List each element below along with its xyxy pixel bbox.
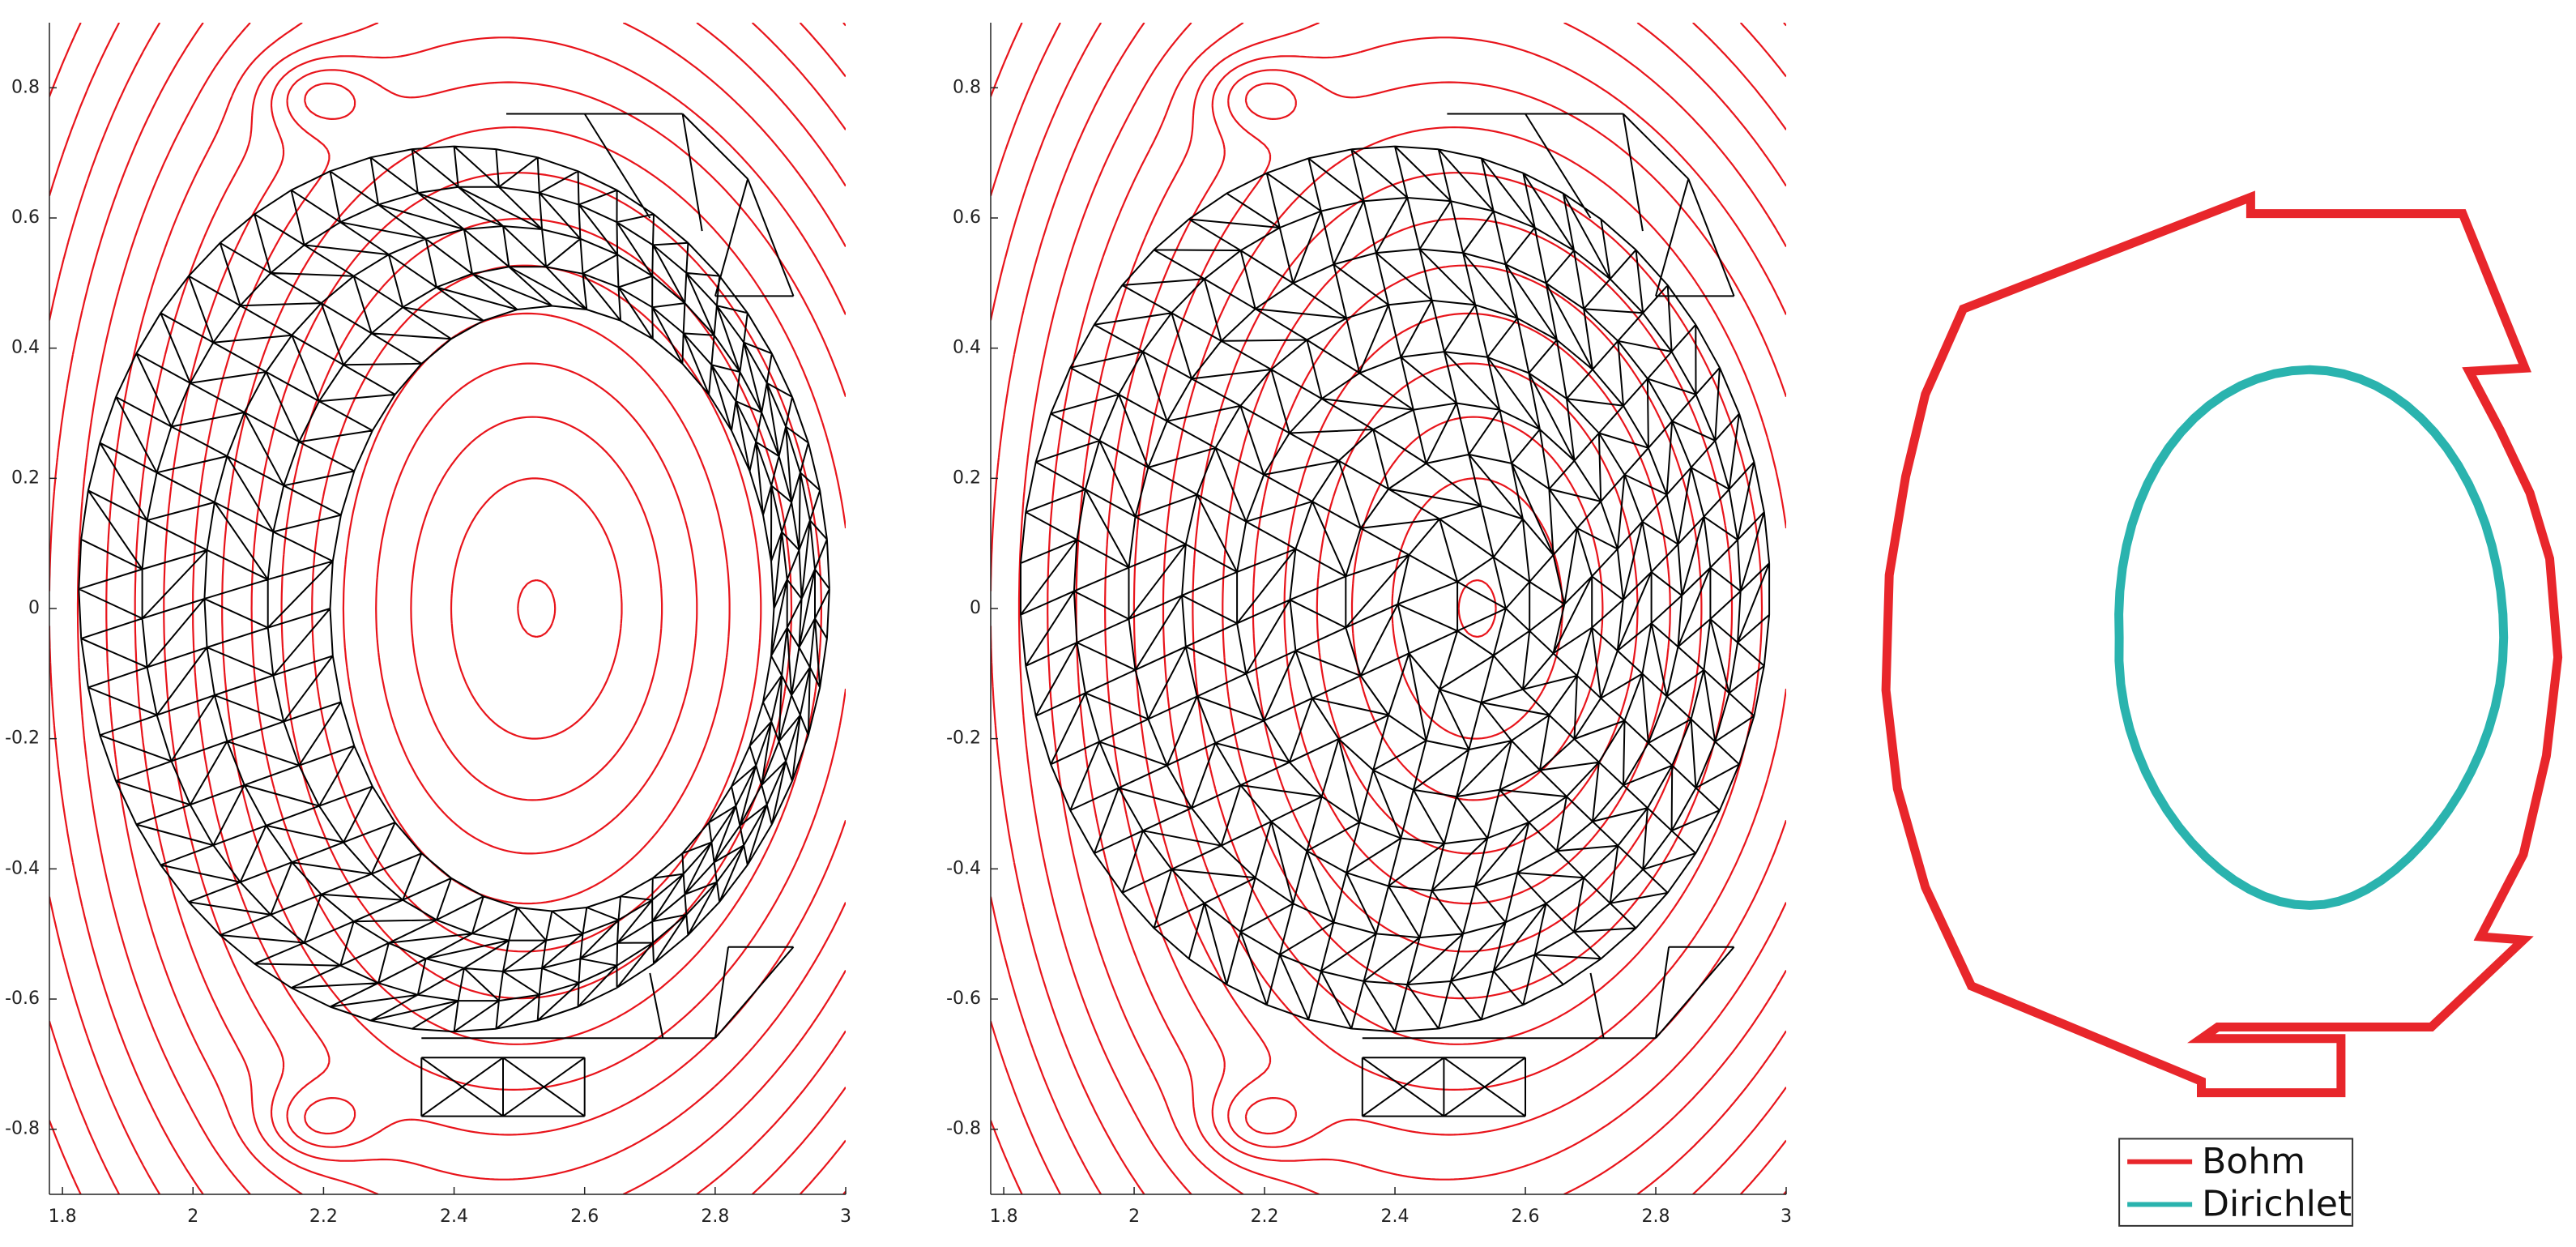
flux-contour xyxy=(49,23,846,1194)
flux-contour xyxy=(105,23,846,1194)
legend-box xyxy=(2118,1138,2354,1227)
flux-contour xyxy=(1047,23,1786,1194)
flux-contour xyxy=(163,36,846,1181)
y-tick-label: -0.2 xyxy=(5,728,40,749)
flux-contour xyxy=(1132,69,1786,1148)
x-tick-label: 2.8 xyxy=(701,1206,729,1227)
flux-contour xyxy=(991,23,1023,1194)
y-tick-label: -0.8 xyxy=(946,1119,981,1139)
x-tick-label: 2 xyxy=(1128,1206,1140,1227)
flux-contour xyxy=(49,23,846,1194)
x-tick-label: 2.6 xyxy=(1512,1206,1540,1227)
x-tick-label: 2.8 xyxy=(1642,1206,1670,1227)
y-tick-label: -0.6 xyxy=(946,989,981,1009)
y-tick-label: -0.2 xyxy=(946,728,981,749)
y-tick-label: 0.4 xyxy=(11,338,40,358)
flux-contour xyxy=(410,416,663,801)
y-tick-label: -0.4 xyxy=(5,858,40,878)
legend-label: Dirichlet xyxy=(2202,1184,2352,1225)
flux-contour xyxy=(450,477,623,740)
mesh xyxy=(1020,113,1771,1117)
x-tick-label: 2.4 xyxy=(440,1206,468,1227)
flux-contour xyxy=(1075,23,1786,1194)
flux-contour xyxy=(49,23,82,1194)
flux-contour xyxy=(49,23,121,1194)
y-tick-label: 0.6 xyxy=(953,207,981,228)
flux-contour xyxy=(517,579,557,638)
y-tick-label: -0.4 xyxy=(946,858,981,878)
flux-contour xyxy=(76,23,846,1194)
flux-contour xyxy=(1017,23,1786,1194)
y-tick-label: 0 xyxy=(28,598,40,618)
bohm-boundary xyxy=(1881,190,2563,1098)
y-tick-label: 0 xyxy=(970,598,981,618)
x-tick-label: 3 xyxy=(1781,1206,1792,1227)
y-tick-label: -0.8 xyxy=(5,1119,40,1139)
mesh xyxy=(78,113,830,1117)
flux-contour xyxy=(1316,362,1639,855)
flux-contour xyxy=(991,23,1786,1194)
flux-contour xyxy=(1192,172,1764,1045)
plot-area xyxy=(49,23,846,1194)
y-tick-label: 0.6 xyxy=(11,207,40,228)
y-tick-label: 0.8 xyxy=(953,77,981,97)
plot-area xyxy=(991,23,1786,1194)
x-tick-label: 1.8 xyxy=(990,1206,1018,1227)
flux-contour xyxy=(1222,217,1734,1000)
dirichlet-boundary xyxy=(2114,365,2509,910)
x-tick-label: 1.8 xyxy=(49,1206,77,1227)
x-tick-label: 3 xyxy=(840,1206,851,1227)
flux-contour xyxy=(134,23,846,1194)
y-tick-label: 0.2 xyxy=(11,468,40,488)
x-tick-label: 2.4 xyxy=(1381,1206,1410,1227)
legend-label: Bohm xyxy=(2202,1141,2305,1182)
flux-contour xyxy=(1391,477,1563,740)
flux-contour xyxy=(1162,82,1786,1135)
x-tick-label: 2 xyxy=(187,1206,198,1227)
y-tick-label: 0.8 xyxy=(11,77,40,97)
flux-contour xyxy=(991,23,1061,1194)
flux-contour xyxy=(342,312,731,905)
y-tick-label: 0.2 xyxy=(953,468,981,488)
flux-contour xyxy=(991,23,1786,1194)
y-tick-label: -0.6 xyxy=(5,989,40,1009)
x-tick-label: 2.2 xyxy=(1251,1206,1279,1227)
x-tick-label: 2.6 xyxy=(570,1206,599,1227)
y-tick-label: 0.4 xyxy=(953,338,981,358)
flux-contour xyxy=(375,362,698,855)
flux-contour xyxy=(221,82,846,1135)
x-tick-label: 2.2 xyxy=(309,1206,338,1227)
flux-contour xyxy=(192,69,846,1148)
flux-contour xyxy=(250,172,822,1045)
